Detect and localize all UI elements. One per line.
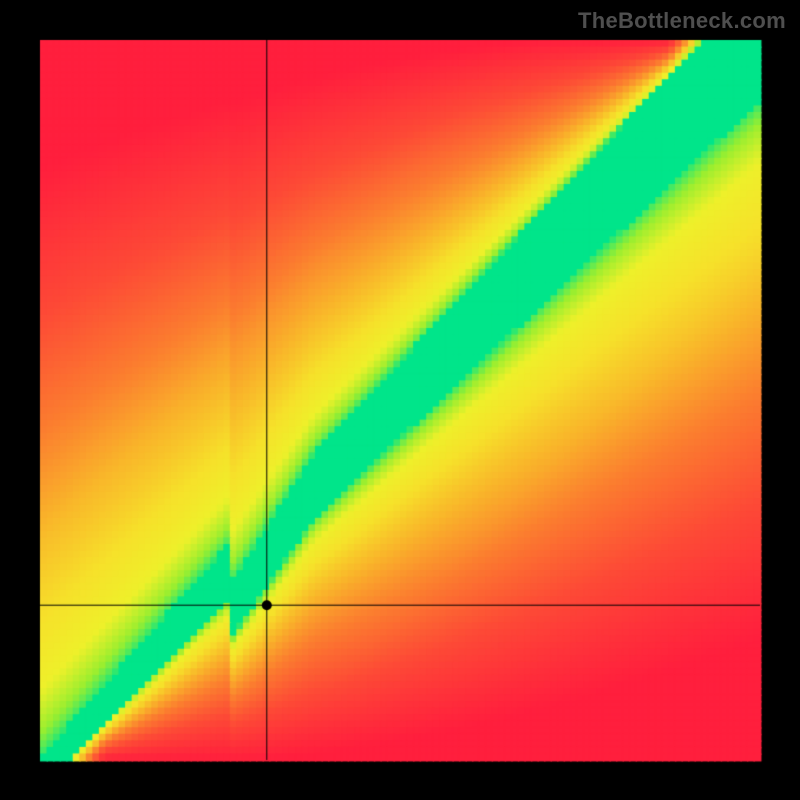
- chart-container: { "watermark": { "text": "TheBottleneck.…: [0, 0, 800, 800]
- bottleneck-heatmap: [0, 0, 800, 800]
- watermark-text: TheBottleneck.com: [578, 8, 786, 34]
